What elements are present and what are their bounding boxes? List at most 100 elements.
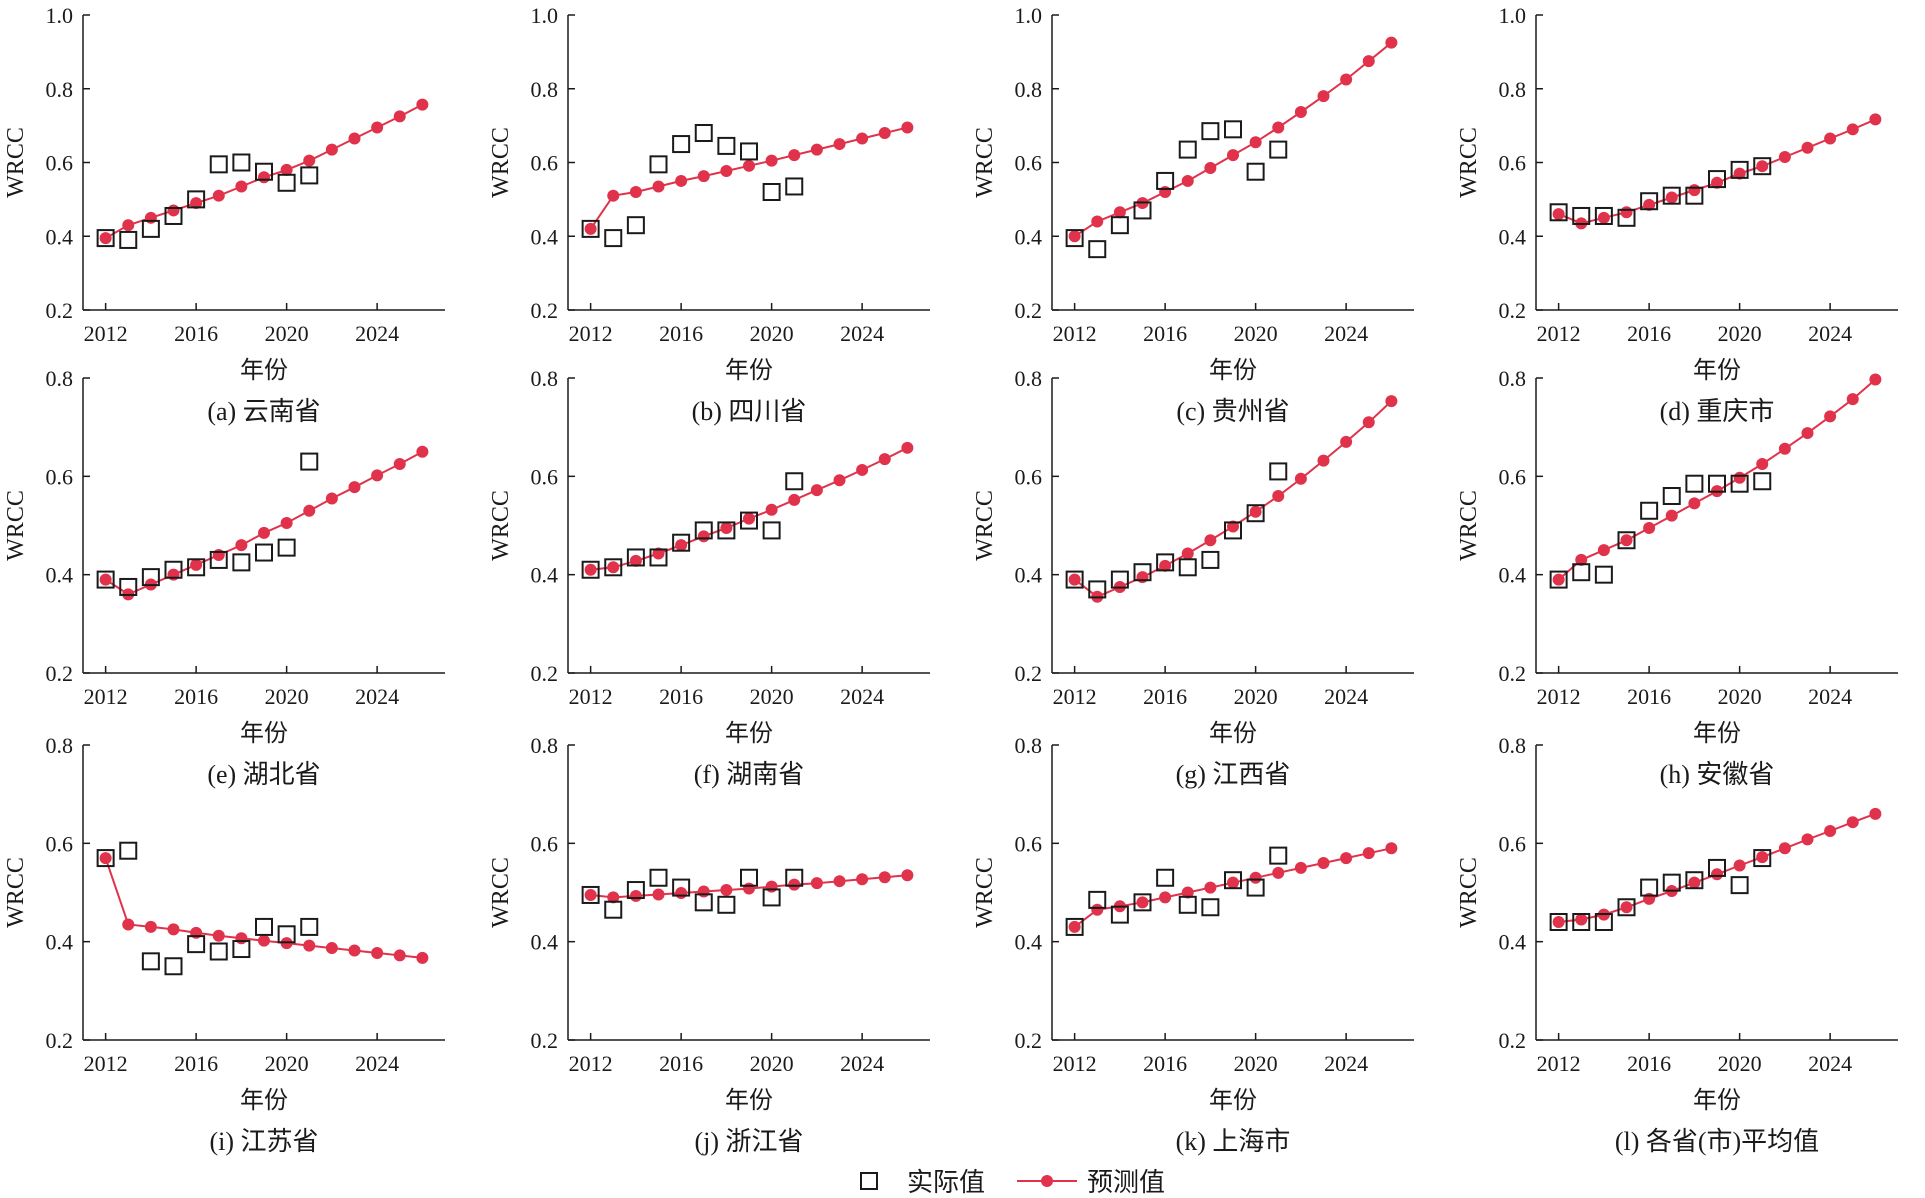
predicted-point [280,517,293,530]
predicted-point [720,521,733,534]
predicted-point [1181,174,1194,187]
predicted-point [99,852,112,865]
x-axis-label: 年份 [725,357,773,384]
actual-point [1753,157,1772,176]
predicted-point [325,942,338,955]
predicted-point [1181,886,1194,899]
actual-point [164,206,183,225]
actual-point [255,917,273,936]
y-axis-label: WRCC [3,127,29,198]
predicted-point [584,563,597,576]
actual-point [1178,558,1197,577]
x-tick-label: 2012 [569,321,613,346]
x-axis-label: 年份 [1693,720,1741,747]
y-tick-label: 0.6 [46,464,74,489]
x-axis-label: 年份 [1209,1087,1257,1114]
panel-caption: (j) 浙江省 [694,1127,803,1156]
y-tick-label: 1.0 [1499,3,1527,28]
predicted-point [743,512,755,525]
panel-caption: (l) 各省(市)平均值 [1615,1127,1819,1156]
predicted-point [810,484,823,497]
predicted-point [280,163,293,176]
actual-point [300,452,319,471]
x-tick-label: 2020 [750,684,794,709]
x-tick-label: 2020 [1234,1051,1278,1076]
actual-point [1640,878,1659,897]
actual-point [762,521,781,540]
predicted-point [607,189,620,202]
predicted-point [1340,852,1353,865]
predicted-point [416,445,429,458]
y-tick-label: 0.2 [46,661,74,686]
actual-point [1088,890,1107,909]
actual-point [1065,229,1084,248]
predicted-point [235,539,248,552]
actual-point [119,230,138,249]
panel-caption: (f) 湖南省 [694,760,804,789]
panel-caption: (i) 江苏省 [209,1127,318,1156]
panel-caption: (a) 云南省 [207,397,320,426]
x-tick-label: 2016 [659,1051,703,1076]
x-tick-label: 2024 [1324,1051,1368,1076]
actual-point [740,511,758,530]
actual-point [1662,487,1681,505]
predicted-point [810,143,823,156]
actual-point [1753,849,1772,868]
actual-point [785,472,804,491]
predicted-point [1846,816,1859,829]
actual-point [581,885,600,904]
y-tick-label: 0.6 [1499,831,1527,856]
actual-point [1708,474,1726,493]
panel-caption: (h) 安徽省 [1660,760,1775,789]
y-tick-label: 0.6 [46,831,74,856]
predicted-point [901,869,914,882]
y-tick-label: 0.2 [1499,298,1527,323]
panel-6: 0.2 0.4 0.6 0.8 2012 2016 2020 2024 WRCC 年份 (f) 湖南… [488,366,930,789]
actual-point [1708,858,1726,877]
predicted-point [697,530,710,543]
predicted-point [1824,825,1837,838]
x-tick-label: 2020 [265,1051,309,1076]
predicted-point [1801,141,1814,154]
legend-actual-marker [860,1172,878,1190]
x-tick-label: 2016 [1143,321,1187,346]
predicted-point [1294,472,1307,485]
predicted-point [1869,113,1882,126]
predicted-point [1846,393,1859,406]
predicted-point [788,878,801,891]
actual-point [141,952,160,971]
predicted-point [1665,191,1678,204]
actual-point [762,183,781,201]
actual-point [1110,216,1129,235]
actual-point [1224,521,1242,540]
x-tick-label: 2024 [1808,1051,1852,1076]
predicted-series-line [1073,400,1393,598]
actual-point [1594,206,1613,225]
x-tick-label: 2012 [1537,321,1581,346]
y-tick-label: 0.4 [1015,930,1043,955]
x-tick-label: 2024 [1808,684,1852,709]
panel-caption: (b) 四川省 [692,397,807,426]
predicted-point [303,504,316,517]
predicted-point [1778,442,1791,455]
y-tick-label: 0.8 [1015,366,1043,391]
actual-point [1201,550,1220,569]
x-axis-label: 年份 [1209,720,1257,747]
predicted-point [1294,105,1307,118]
predicted-point [416,98,429,111]
x-tick-label: 2016 [1627,321,1671,346]
predicted-point [1756,458,1769,471]
panel-5: 0.2 0.4 0.6 0.8 2012 2016 2020 2024 WRCC 年份 (e) 湖北… [3,366,445,789]
actual-point [1572,913,1591,931]
y-tick-label: 0.4 [46,930,74,955]
actual-point [694,521,713,540]
y-tick-label: 0.4 [46,224,74,249]
predicted-point [1688,184,1701,197]
predicted-point [1597,544,1610,557]
predicted-point [1362,847,1375,860]
predicted-point [371,121,384,134]
y-tick-label: 0.6 [531,464,559,489]
actual-point [1088,240,1107,259]
y-tick-label: 0.4 [1499,224,1527,249]
actual-point [1662,873,1681,892]
